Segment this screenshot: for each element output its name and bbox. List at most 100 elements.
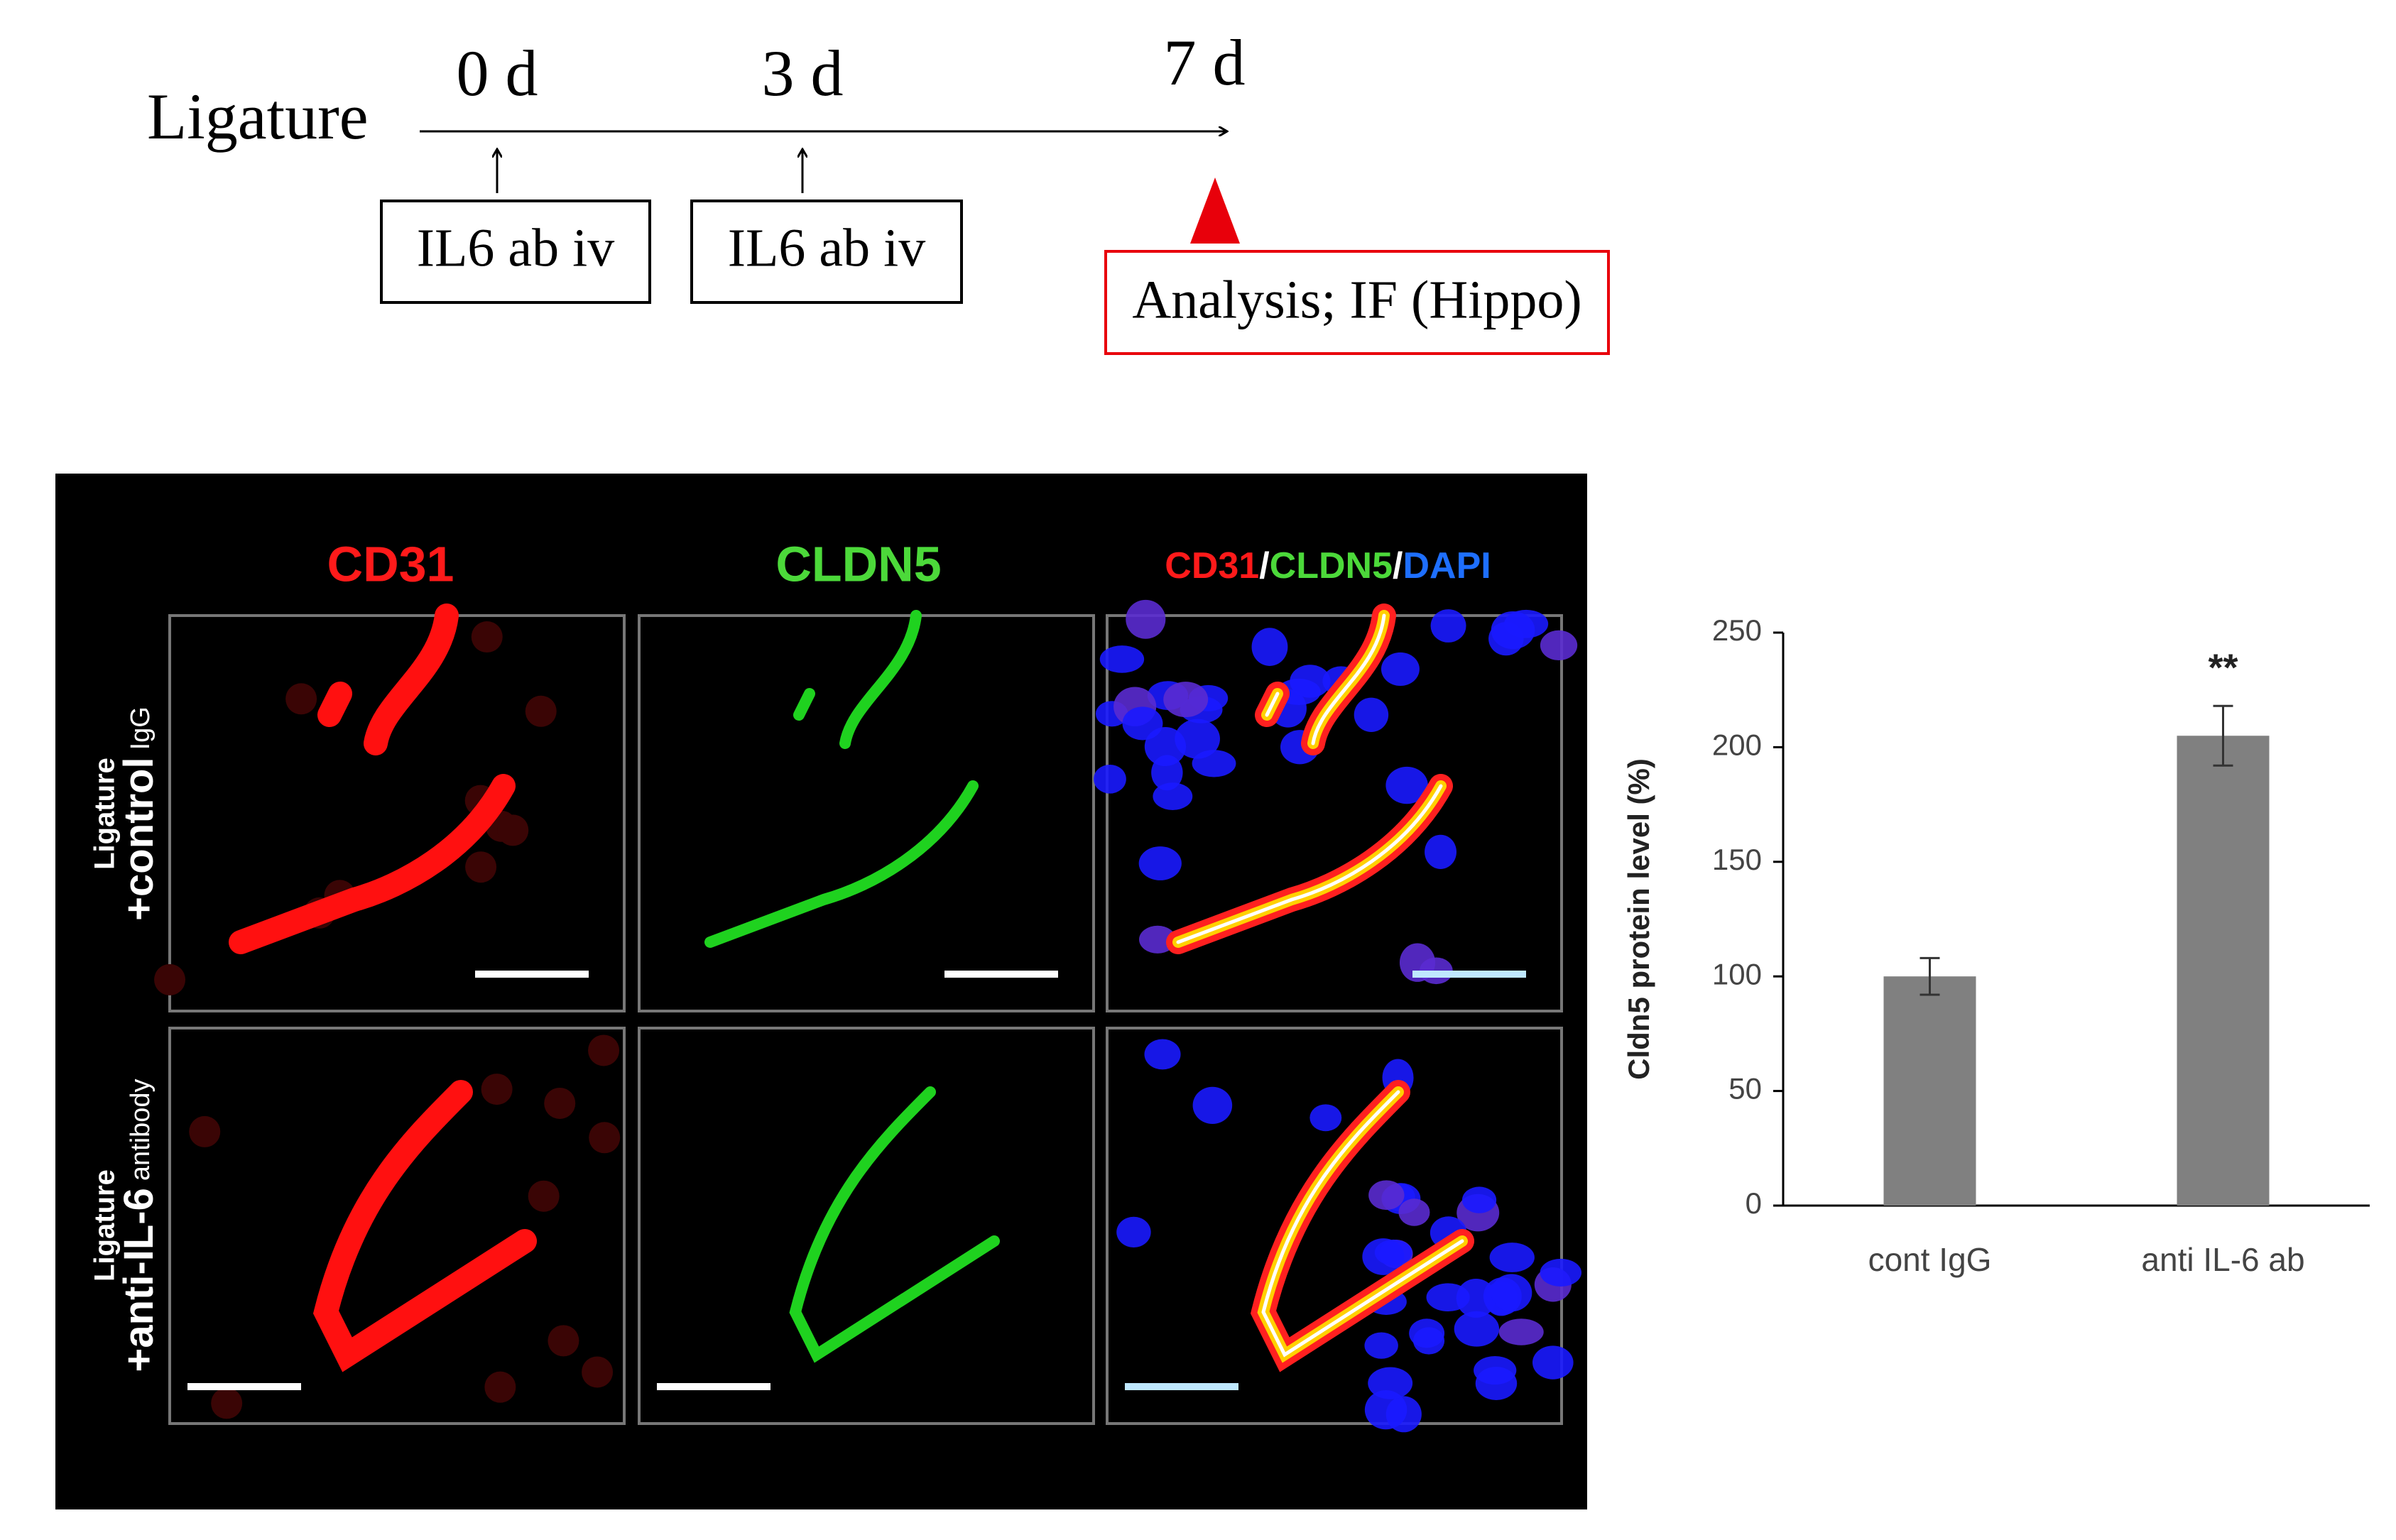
cell <box>481 1074 513 1105</box>
timeline: Ligature 0 d 3 d 7 d IL6 ab iv IL6 ab iv… <box>147 26 1610 355</box>
nucleus <box>1475 1367 1518 1400</box>
nucleus <box>1138 846 1182 880</box>
tile-frame <box>638 614 1095 1012</box>
nucleus <box>1374 1239 1412 1266</box>
row-label-top: Ligature <box>89 1169 121 1282</box>
vessel <box>839 610 922 749</box>
micrograph <box>154 604 626 1012</box>
cell <box>154 963 186 995</box>
timepoint: 7 d <box>1164 26 1246 99</box>
nucleus <box>1425 834 1456 869</box>
x-tick-label: cont IgG <box>1868 1241 1992 1278</box>
nucleus <box>1532 1345 1574 1380</box>
y-tick-label: 50 <box>1728 1072 1762 1105</box>
nucleus <box>1251 628 1288 666</box>
y-tick-label: 200 <box>1712 728 1762 761</box>
vessel <box>364 604 459 755</box>
cell <box>525 695 557 727</box>
nucleus <box>1491 611 1535 650</box>
nucleus <box>1385 1396 1422 1433</box>
nucleus <box>1099 645 1145 673</box>
analysis-marker <box>1190 178 1240 244</box>
row-label-main: +control IgG <box>116 706 162 921</box>
nucleus <box>1094 764 1126 794</box>
nucleus <box>1290 665 1331 698</box>
cell <box>189 1115 221 1147</box>
cell <box>471 621 503 653</box>
significance: ** <box>2208 647 2238 689</box>
nucleus <box>1385 766 1428 804</box>
nucleus <box>1354 697 1389 732</box>
cell <box>211 1387 243 1419</box>
micrograph-panel: CD31 CLDN5 CD31/CLDN5/DAPI Ligature +con… <box>55 474 1587 1509</box>
nucleus <box>1489 1243 1535 1272</box>
micrograph <box>638 610 1095 1012</box>
vessel <box>704 780 979 948</box>
y-tick-label: 0 <box>1746 1186 1762 1220</box>
treatment-box <box>690 200 963 304</box>
merge-part: DAPI <box>1403 545 1491 586</box>
nucleus <box>1454 1311 1500 1347</box>
treatment-box <box>380 200 651 304</box>
merge-part: CD31 <box>1165 545 1259 586</box>
y-tick-label: 150 <box>1712 843 1762 876</box>
tile-frame <box>168 1027 626 1425</box>
nucleus <box>1412 1327 1445 1355</box>
nucleus <box>1175 719 1220 759</box>
micrograph <box>168 1027 626 1425</box>
nucleus <box>1116 1216 1151 1247</box>
scale-bar <box>1412 971 1526 978</box>
nucleus <box>1491 1274 1532 1312</box>
bar-chart: 0 50 100 150 200 250 Cldn5 protein level (%) co… <box>1622 613 2370 1278</box>
cell <box>484 1371 516 1403</box>
row-label-top: Ligature <box>89 758 121 870</box>
column-heading: CLDN5 <box>775 536 941 591</box>
nucleus <box>1456 1278 1496 1318</box>
row-main: +control <box>116 757 162 920</box>
scale-bar <box>187 1383 301 1390</box>
nucleus <box>1381 652 1420 686</box>
cell <box>589 1122 621 1154</box>
cell <box>285 683 317 715</box>
bar <box>1883 976 1976 1206</box>
micrograph <box>1106 1027 1582 1433</box>
vessel <box>317 682 352 727</box>
bar <box>2177 736 2270 1206</box>
cell <box>528 1180 560 1212</box>
y-axis-label: Cldn5 protein level (%) <box>1622 758 1655 1080</box>
nucleus <box>1498 1318 1544 1345</box>
row-main: +anti-IL-6 <box>116 1188 162 1372</box>
tile-frame <box>638 1027 1095 1425</box>
scale-bar <box>475 971 589 978</box>
x-tick-label: anti IL-6 ab <box>2141 1241 2304 1278</box>
error-bar <box>1919 956 1940 996</box>
row-label: Ligature +anti-IL-6 antibody <box>89 1078 163 1372</box>
cell <box>548 1325 579 1357</box>
nucleus <box>1144 726 1187 767</box>
cell <box>465 851 497 883</box>
nucleus <box>1426 1283 1470 1311</box>
vessel <box>789 1086 1000 1363</box>
timepoint: 0 d <box>457 37 538 109</box>
analysis: Analysis; IF (Hippo) <box>1132 270 1581 329</box>
micrograph <box>638 1027 1095 1425</box>
nucleus <box>1163 682 1209 718</box>
row-label-main: +anti-IL-6 antibody <box>116 1078 162 1372</box>
nucleus <box>1368 1180 1405 1211</box>
vessel <box>1265 692 1280 717</box>
treatment: IL6 ab iv <box>417 218 615 278</box>
nucleus <box>1430 609 1466 643</box>
vessel <box>1261 1090 1464 1358</box>
vessel <box>793 688 815 721</box>
y-tick-label: 100 <box>1712 957 1762 990</box>
nucleus <box>1368 1367 1413 1399</box>
analysis-box <box>1104 250 1610 355</box>
nucleus <box>1126 599 1166 639</box>
row-label: Ligature +control IgG <box>89 706 163 921</box>
vessel <box>1176 784 1443 944</box>
cell <box>582 1356 614 1388</box>
y-tick-label: 250 <box>1712 613 1762 647</box>
nucleus <box>1364 1332 1398 1359</box>
nucleus <box>1540 630 1578 661</box>
